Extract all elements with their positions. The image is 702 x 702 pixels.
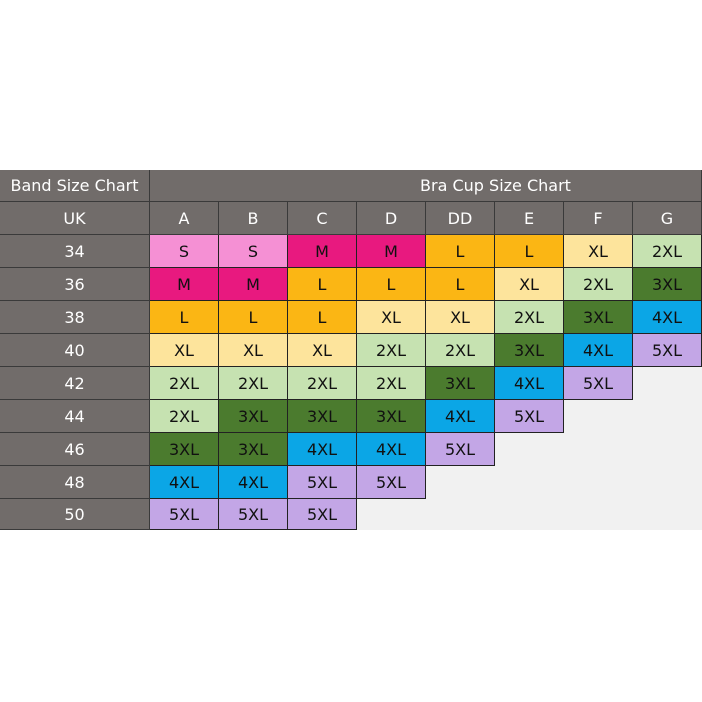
size-cell: L xyxy=(288,268,357,301)
size-cell: 4XL xyxy=(288,433,357,466)
cup-label: F xyxy=(564,202,633,235)
size-cell: 5XL xyxy=(288,466,357,499)
band-size: 44 xyxy=(0,400,150,433)
size-cell: 2XL xyxy=(150,400,219,433)
size-cell: XL xyxy=(357,301,426,334)
cup-header: Bra Cup Size Chart xyxy=(150,170,702,202)
size-cell: XL xyxy=(426,301,495,334)
size-cell: 3XL xyxy=(219,400,288,433)
size-cell: 2XL xyxy=(219,367,288,400)
size-cell: 4XL xyxy=(564,334,633,367)
size-cell: 4XL xyxy=(357,433,426,466)
size-cell: 5XL xyxy=(219,499,288,530)
size-cell: 2XL xyxy=(288,367,357,400)
size-cell: 2XL xyxy=(495,301,564,334)
size-cell: XL xyxy=(288,334,357,367)
size-cell: 3XL xyxy=(150,433,219,466)
size-cell: S xyxy=(219,235,288,268)
size-cell: 4XL xyxy=(495,367,564,400)
band-size: 38 xyxy=(0,301,150,334)
cup-label: A xyxy=(150,202,219,235)
size-cell: 3XL xyxy=(288,400,357,433)
size-cell: L xyxy=(495,235,564,268)
size-cell: 2XL xyxy=(426,334,495,367)
size-cell: 2XL xyxy=(633,235,702,268)
region-header: UK xyxy=(0,202,150,235)
band-size: 42 xyxy=(0,367,150,400)
size-cell: L xyxy=(150,301,219,334)
cup-label: D xyxy=(357,202,426,235)
size-cell: 3XL xyxy=(219,433,288,466)
size-cell: XL xyxy=(564,235,633,268)
size-cell: XL xyxy=(495,268,564,301)
cup-label: B xyxy=(219,202,288,235)
band-size: 36 xyxy=(0,268,150,301)
size-cell: 3XL xyxy=(426,367,495,400)
size-cell: 3XL xyxy=(633,268,702,301)
size-cell: 5XL xyxy=(150,499,219,530)
size-cell: 3XL xyxy=(495,334,564,367)
size-cell: 3XL xyxy=(564,301,633,334)
size-cell: L xyxy=(426,268,495,301)
size-cell: L xyxy=(219,301,288,334)
size-cell: 4XL xyxy=(219,466,288,499)
size-cell: M xyxy=(357,235,426,268)
cup-label: E xyxy=(495,202,564,235)
size-cell: 5XL xyxy=(633,334,702,367)
size-cell: L xyxy=(288,301,357,334)
band-header: Band Size Chart xyxy=(0,170,150,202)
size-cell: M xyxy=(219,268,288,301)
band-size: 46 xyxy=(0,433,150,466)
size-cell: 4XL xyxy=(633,301,702,334)
cup-label: C xyxy=(288,202,357,235)
size-cell: 2XL xyxy=(357,334,426,367)
size-cell: 2XL xyxy=(150,367,219,400)
size-cell: S xyxy=(150,235,219,268)
band-size: 48 xyxy=(0,466,150,499)
size-cell: 5XL xyxy=(288,499,357,530)
size-cell: 2XL xyxy=(357,367,426,400)
size-cell: 4XL xyxy=(150,466,219,499)
band-size: 50 xyxy=(0,499,150,530)
size-cell: L xyxy=(426,235,495,268)
size-cell: XL xyxy=(219,334,288,367)
size-cell: M xyxy=(288,235,357,268)
size-cell: 5XL xyxy=(426,433,495,466)
size-cell: M xyxy=(150,268,219,301)
band-size: 40 xyxy=(0,334,150,367)
size-cell: 2XL xyxy=(564,268,633,301)
cup-label: DD xyxy=(426,202,495,235)
size-cell: 5XL xyxy=(495,400,564,433)
cup-label: G xyxy=(633,202,702,235)
size-cell: 3XL xyxy=(357,400,426,433)
size-cell: L xyxy=(357,268,426,301)
size-cell: 4XL xyxy=(426,400,495,433)
size-cell: 5XL xyxy=(357,466,426,499)
size-cell: 5XL xyxy=(564,367,633,400)
band-size: 34 xyxy=(0,235,150,268)
size-cell: XL xyxy=(150,334,219,367)
